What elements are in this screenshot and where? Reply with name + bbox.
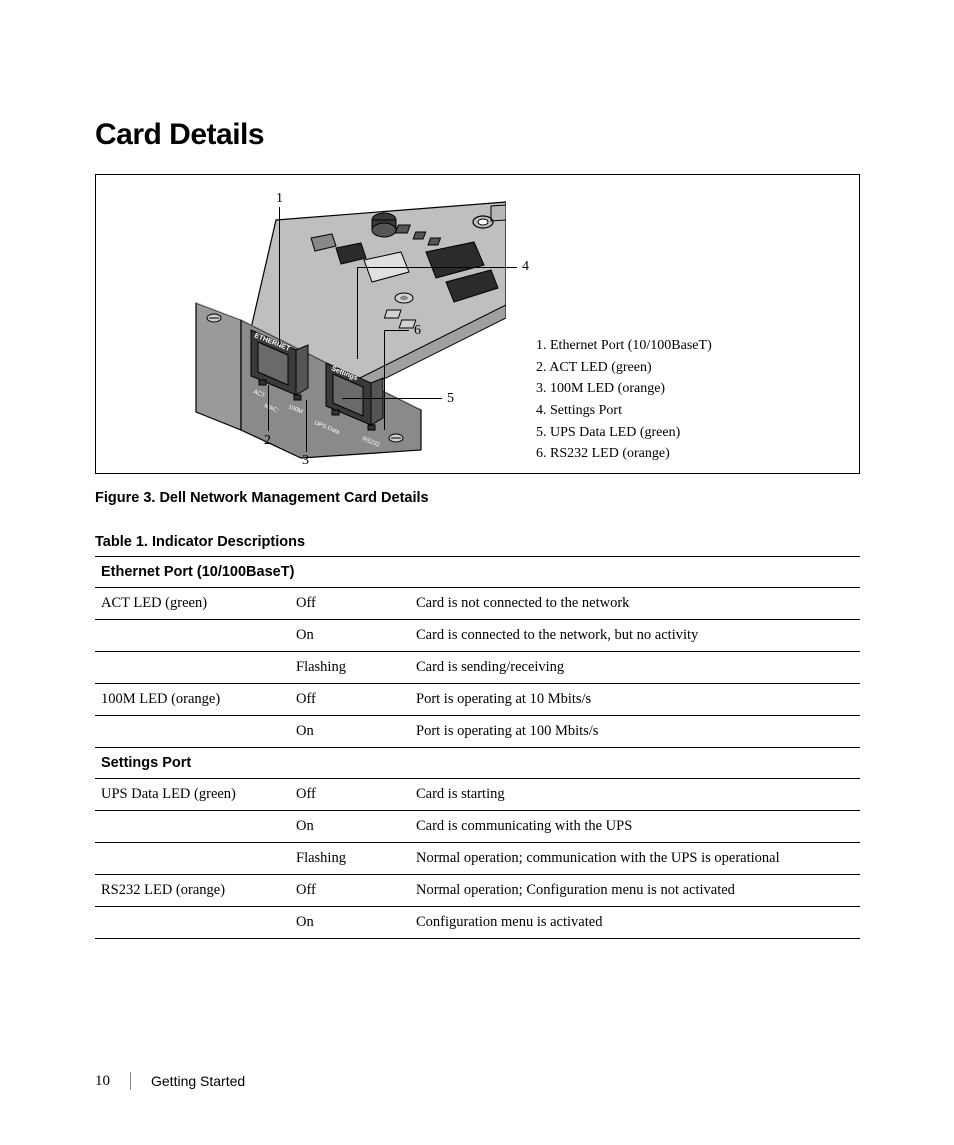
- legend-item-3: 3. 100M LED (orange): [536, 378, 712, 400]
- callout-1: 1: [276, 191, 283, 207]
- footer-divider: [130, 1072, 131, 1090]
- table-section-2: Settings Port: [95, 748, 860, 779]
- legend-item-5: 5. UPS Data LED (green): [536, 422, 712, 444]
- table-caption: Table 1. Indicator Descriptions: [95, 534, 859, 550]
- callout-4: 4: [522, 259, 529, 275]
- callout-6: 6: [414, 323, 421, 339]
- table-section-1: Ethernet Port (10/100BaseT): [95, 557, 860, 588]
- table-row: 100M LED (orange) Off Port is operating …: [95, 684, 860, 716]
- legend-item-6: 6. RS232 LED (orange): [536, 443, 712, 465]
- legend-item-1: 1. Ethernet Port (10/100BaseT): [536, 335, 712, 357]
- callout-3: 3: [302, 453, 309, 469]
- table-row: On Card is communicating with the UPS: [95, 811, 860, 843]
- table-row: On Configuration menu is activated: [95, 907, 860, 939]
- legend-item-4: 4. Settings Port: [536, 400, 712, 422]
- callout-2: 2: [264, 433, 271, 449]
- table-row: RS232 LED (orange) Off Normal operation;…: [95, 875, 860, 907]
- figure-caption: Figure 3. Dell Network Management Card D…: [95, 490, 859, 506]
- callout-5: 5: [447, 391, 454, 407]
- table-row: Flashing Normal operation; communication…: [95, 843, 860, 875]
- card-illustration: ETHERNET ACT 100M MAC: Settings UPS Data…: [136, 190, 506, 470]
- legend-item-2: 2. ACT LED (green): [536, 357, 712, 379]
- figure-legend: 1. Ethernet Port (10/100BaseT) 2. ACT LE…: [536, 335, 712, 465]
- page-title: Card Details: [95, 118, 859, 152]
- table-row: Flashing Card is sending/receiving: [95, 652, 860, 684]
- table-row: ACT LED (green) Off Card is not connecte…: [95, 588, 860, 620]
- figure-container: ETHERNET ACT 100M MAC: Settings UPS Data…: [95, 174, 860, 474]
- table-row: On Port is operating at 100 Mbits/s: [95, 716, 860, 748]
- footer-section: Getting Started: [151, 1073, 245, 1089]
- page-footer: 10 Getting Started: [95, 1072, 245, 1090]
- table-row: UPS Data LED (green) Off Card is startin…: [95, 779, 860, 811]
- page-number: 10: [95, 1073, 110, 1090]
- indicator-table: Ethernet Port (10/100BaseT) ACT LED (gre…: [95, 556, 860, 939]
- table-row: On Card is connected to the network, but…: [95, 620, 860, 652]
